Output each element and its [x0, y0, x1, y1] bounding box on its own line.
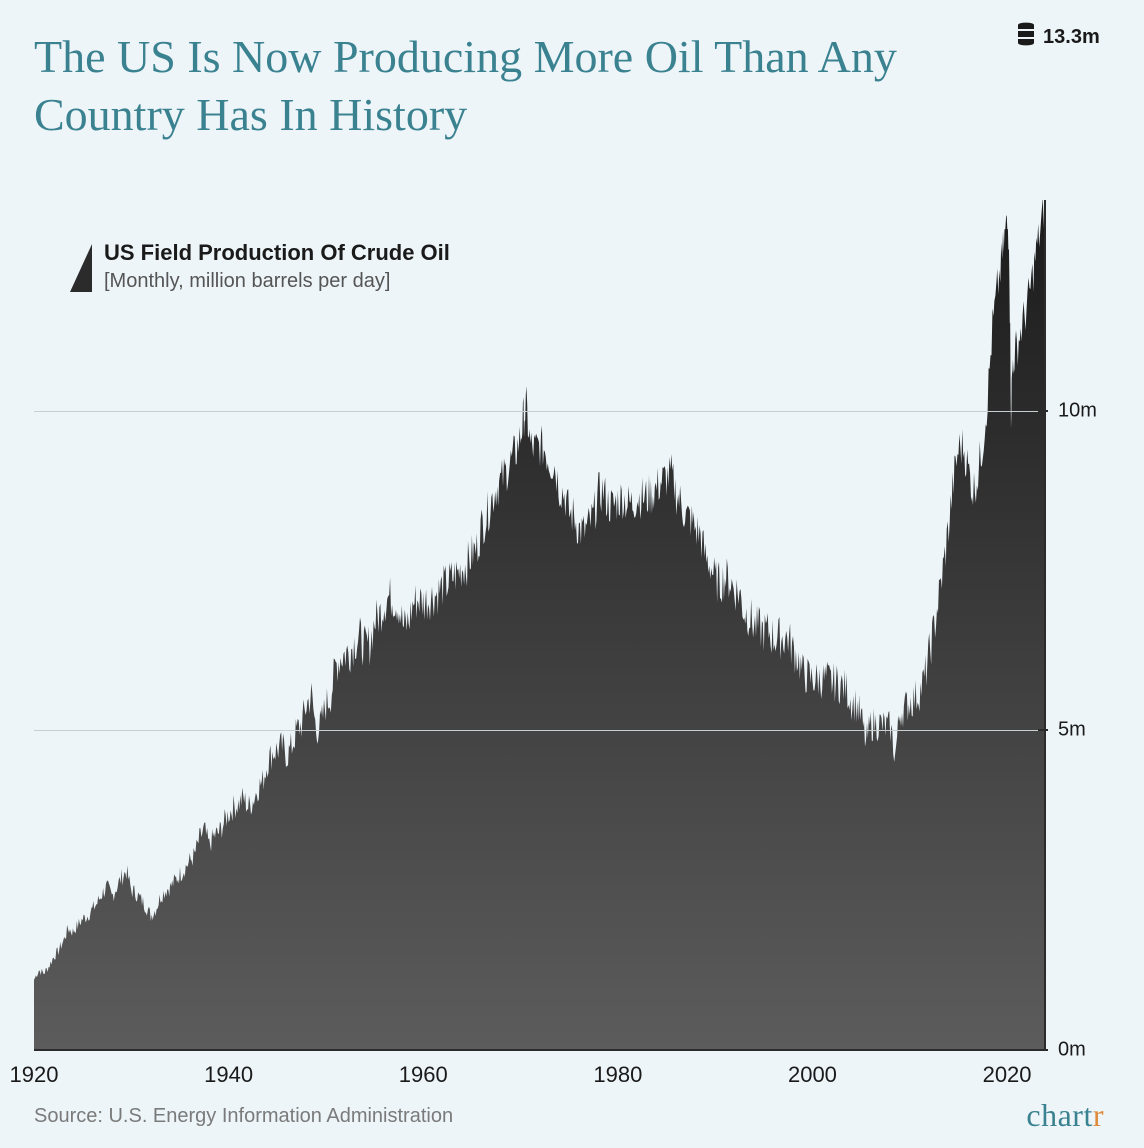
x-tick-label: 2000: [788, 1062, 837, 1088]
plot-area: [34, 200, 1046, 1050]
x-tick-label: 1980: [593, 1062, 642, 1088]
y-tick-label: 5m: [1058, 719, 1086, 742]
chart-container: 0m5m10m192019401960198020002020: [34, 200, 1078, 1050]
y-tick-mark: [1038, 1049, 1048, 1051]
source-attribution: Source: U.S. Energy Information Administ…: [34, 1105, 453, 1128]
peak-annotation: 13.3m: [1017, 22, 1100, 52]
brand-logo: chartr: [1026, 1097, 1104, 1134]
y-tick-mark: [1038, 410, 1048, 412]
x-axis-line: [34, 1049, 1046, 1051]
x-tick-label: 2020: [983, 1062, 1032, 1088]
brand-accent: r: [1093, 1097, 1104, 1133]
y-tick-mark: [1038, 729, 1048, 731]
peak-value-label: 13.3m: [1043, 26, 1100, 49]
y-axis-line: [1044, 200, 1046, 1050]
area-chart-svg: [34, 200, 1046, 1050]
y-tick-label: 0m: [1058, 1039, 1086, 1062]
gridline: [34, 411, 1046, 412]
chart-title: The US Is Now Producing More Oil Than An…: [34, 28, 934, 143]
oil-barrel-icon: [1017, 22, 1035, 52]
y-tick-label: 10m: [1058, 399, 1097, 422]
brand-main: chart: [1026, 1097, 1092, 1133]
x-tick-label: 1960: [399, 1062, 448, 1088]
gridline: [34, 730, 1046, 731]
x-tick-label: 1920: [10, 1062, 59, 1088]
x-tick-label: 1940: [204, 1062, 253, 1088]
